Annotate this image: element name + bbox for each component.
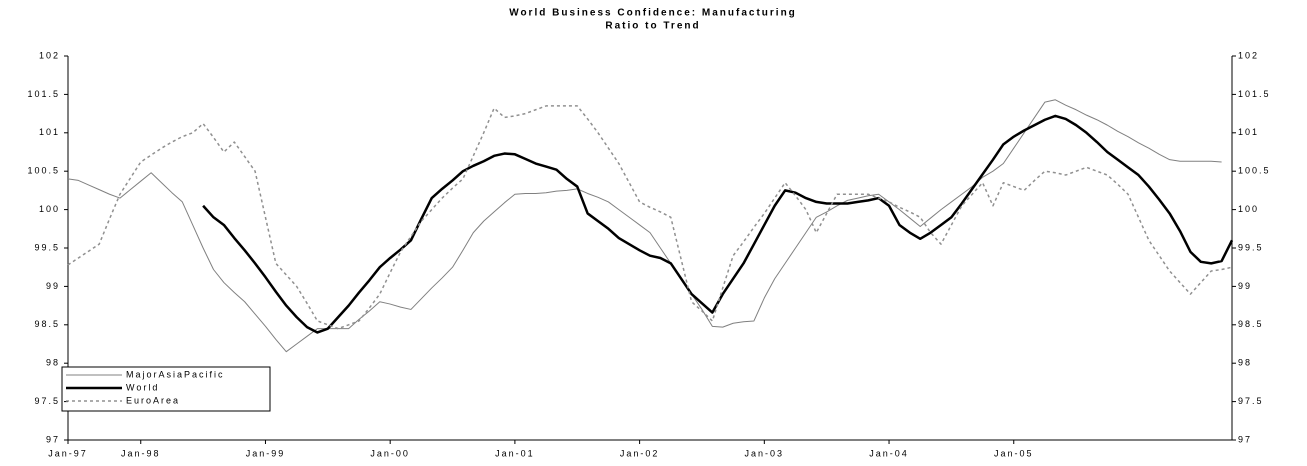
chart-subtitle: Ratio to Trend	[605, 21, 700, 32]
y-tick-label: 99	[46, 281, 60, 291]
y-tick-label: 99.5	[34, 242, 60, 252]
y2-tick-label: 102	[1238, 50, 1259, 60]
y2-tick-label: 98.5	[1238, 319, 1264, 329]
y-tick-label: 100	[39, 204, 60, 214]
x-tick-label: Jan-97	[48, 448, 88, 458]
y-tick-label: 98	[46, 358, 60, 368]
y-tick-label: 102	[39, 50, 60, 60]
y2-tick-label: 101.5	[1238, 89, 1271, 99]
y2-tick-label: 100.5	[1238, 166, 1271, 176]
x-tick-label: Jan-01	[495, 448, 535, 458]
x-tick-label: Jan-02	[620, 448, 660, 458]
series-line	[202, 114, 1234, 334]
x-tick-label: Jan-04	[869, 448, 909, 458]
y-tick-label: 101.5	[27, 89, 60, 99]
legend-label: MajorAsiaPacific	[126, 369, 225, 379]
chart-title: World Business Confidence: Manufacturing	[509, 8, 797, 19]
y-tick-label: 97	[46, 434, 60, 444]
x-tick-label: Jan-00	[370, 448, 410, 458]
series-line	[67, 99, 1222, 353]
y2-tick-label: 97.5	[1238, 396, 1264, 406]
y2-tick-label: 97	[1238, 434, 1252, 444]
legend-label: EuroArea	[126, 395, 180, 405]
x-tick-label: Jan-03	[745, 448, 785, 458]
y2-tick-label: 99.5	[1238, 242, 1264, 252]
y2-tick-label: 100	[1238, 204, 1259, 214]
y2-tick-label: 99	[1238, 281, 1252, 291]
y-tick-label: 100.5	[27, 166, 60, 176]
y-tick-label: 101	[39, 127, 60, 137]
x-tick-label: Jan-05	[994, 448, 1034, 458]
y-tick-label: 97.5	[34, 396, 60, 406]
legend-label: World	[126, 382, 159, 392]
y2-tick-label: 98	[1238, 358, 1252, 368]
y-tick-label: 98.5	[34, 319, 60, 329]
y2-tick-label: 101	[1238, 127, 1259, 137]
series-line	[67, 105, 1233, 330]
x-tick-label: Jan-98	[121, 448, 161, 458]
x-tick-label: Jan-99	[246, 448, 286, 458]
